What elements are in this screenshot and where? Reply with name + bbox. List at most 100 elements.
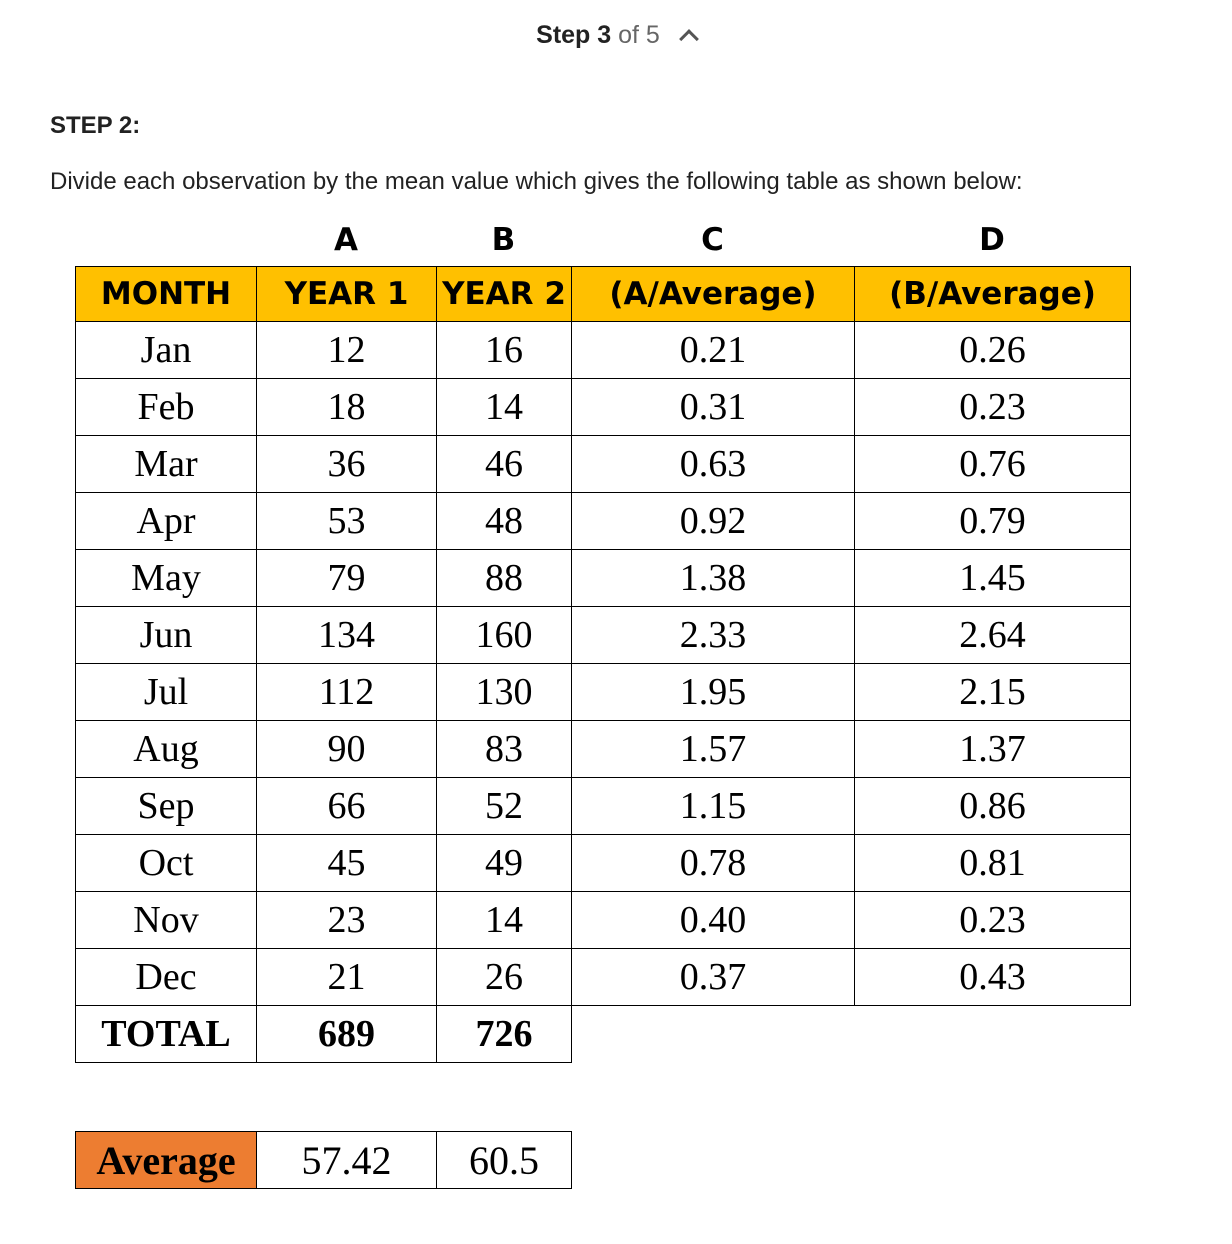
header-month: MONTH	[75, 266, 257, 322]
cell-year2: 16	[436, 321, 572, 379]
cell-ratio-a: 0.40	[571, 891, 855, 949]
cell-ratio-a: 0.21	[571, 321, 855, 379]
step-indicator: Step 3 of 5	[0, 18, 1232, 52]
cell-month: Jun	[75, 606, 257, 664]
cell-year1: 23	[256, 891, 437, 949]
cell-month: Dec	[75, 948, 257, 1006]
cell-month: Apr	[75, 492, 257, 550]
table-row: Jun 134 160 2.33 2.64	[75, 606, 1131, 664]
average-label: Average	[75, 1131, 257, 1189]
cell-year2: 46	[436, 435, 572, 493]
header-year1: YEAR 1	[256, 266, 437, 322]
table-row: Mar 36 46 0.63 0.76	[75, 435, 1131, 493]
column-letter-c: C	[701, 222, 724, 258]
table-row: Nov 23 14 0.40 0.23	[75, 891, 1131, 949]
cell-year1: 90	[256, 720, 437, 778]
table-row: Apr 53 48 0.92 0.79	[75, 492, 1131, 550]
cell-year1: 36	[256, 435, 437, 493]
cell-year1: 18	[256, 378, 437, 436]
cell-ratio-a: 0.92	[571, 492, 855, 550]
cell-year2: 88	[436, 549, 572, 607]
cell-ratio-a: 0.78	[571, 834, 855, 892]
cell-ratio-b: 0.23	[854, 378, 1131, 436]
step-total: of 5	[618, 21, 660, 49]
cell-year2: 130	[436, 663, 572, 721]
cell-ratio-b: 0.81	[854, 834, 1131, 892]
table-row: Jan 12 16 0.21 0.26	[75, 321, 1131, 379]
step-label: Step 3	[536, 21, 612, 49]
cell-ratio-b: 1.37	[854, 720, 1131, 778]
cell-ratio-b: 2.15	[854, 663, 1131, 721]
cell-month: Oct	[75, 834, 257, 892]
total-label: TOTAL	[75, 1005, 257, 1063]
cell-year1: 66	[256, 777, 437, 835]
table-row: Aug 90 83 1.57 1.37	[75, 720, 1131, 778]
cell-year1: 134	[256, 606, 437, 664]
cell-ratio-a: 2.33	[571, 606, 855, 664]
empty-cell	[855, 1006, 1131, 1063]
cell-ratio-a: 1.15	[571, 777, 855, 835]
column-letter-b: B	[491, 222, 516, 258]
cell-month: Aug	[75, 720, 257, 778]
cell-year1: 79	[256, 549, 437, 607]
cell-year2: 52	[436, 777, 572, 835]
cell-year2: 48	[436, 492, 572, 550]
header-year2: YEAR 2	[436, 266, 572, 322]
table-row: Sep 66 52 1.15 0.86	[75, 777, 1131, 835]
cell-ratio-b: 0.76	[854, 435, 1131, 493]
empty-cell	[572, 1006, 855, 1063]
cell-ratio-a: 0.63	[571, 435, 855, 493]
cell-year1: 45	[256, 834, 437, 892]
cell-ratio-b: 2.64	[854, 606, 1131, 664]
cell-ratio-a: 1.95	[571, 663, 855, 721]
cell-month: Jul	[75, 663, 257, 721]
header-a-average: (A/Average)	[571, 266, 855, 322]
cell-year2: 49	[436, 834, 572, 892]
cell-year1: 21	[256, 948, 437, 1006]
cell-month: Nov	[75, 891, 257, 949]
cell-ratio-b: 0.23	[854, 891, 1131, 949]
step-heading: STEP 2:	[50, 112, 141, 139]
cell-ratio-a: 0.31	[571, 378, 855, 436]
cell-month: May	[75, 549, 257, 607]
cell-year2: 14	[436, 891, 572, 949]
header-b-average: (B/Average)	[854, 266, 1131, 322]
table-row: Oct 45 49 0.78 0.81	[75, 834, 1131, 892]
table-row: Jul 112 130 1.95 2.15	[75, 663, 1131, 721]
column-letter-d: D	[979, 222, 1005, 258]
cell-month: Sep	[75, 777, 257, 835]
chevron-up-icon[interactable]	[678, 29, 699, 49]
cell-month: Jan	[75, 321, 257, 379]
cell-ratio-a: 1.38	[571, 549, 855, 607]
total-year2: 726	[436, 1005, 572, 1063]
cell-ratio-b: 0.79	[854, 492, 1131, 550]
cell-ratio-a: 0.37	[571, 948, 855, 1006]
cell-year2: 14	[436, 378, 572, 436]
cell-ratio-b: 1.45	[854, 549, 1131, 607]
cell-year1: 53	[256, 492, 437, 550]
cell-year1: 112	[256, 663, 437, 721]
average-table: Average 57.42 60.5	[75, 1131, 572, 1189]
cell-ratio-b: 0.86	[854, 777, 1131, 835]
average-year2: 60.5	[436, 1131, 572, 1189]
total-row: TOTAL 689 726	[75, 1005, 1131, 1063]
cell-month: Mar	[75, 435, 257, 493]
cell-ratio-a: 1.57	[571, 720, 855, 778]
total-year1: 689	[256, 1005, 437, 1063]
column-letter-a: A	[334, 222, 358, 258]
table-row: Dec 21 26 0.37 0.43	[75, 948, 1131, 1006]
table-header-row: MONTH YEAR 1 YEAR 2 (A/Average) (B/Avera…	[75, 266, 1131, 322]
cell-ratio-b: 0.43	[854, 948, 1131, 1006]
data-table: MONTH YEAR 1 YEAR 2 (A/Average) (B/Avera…	[75, 266, 1131, 1063]
cell-month: Feb	[75, 378, 257, 436]
step-description: Divide each observation by the mean valu…	[50, 168, 1023, 195]
cell-ratio-b: 0.26	[854, 321, 1131, 379]
cell-year2: 26	[436, 948, 572, 1006]
average-row: Average 57.42 60.5	[75, 1131, 572, 1189]
cell-year2: 83	[436, 720, 572, 778]
cell-year2: 160	[436, 606, 572, 664]
average-year1: 57.42	[256, 1131, 437, 1189]
table-row: May 79 88 1.38 1.45	[75, 549, 1131, 607]
table-row: Feb 18 14 0.31 0.23	[75, 378, 1131, 436]
cell-year1: 12	[256, 321, 437, 379]
